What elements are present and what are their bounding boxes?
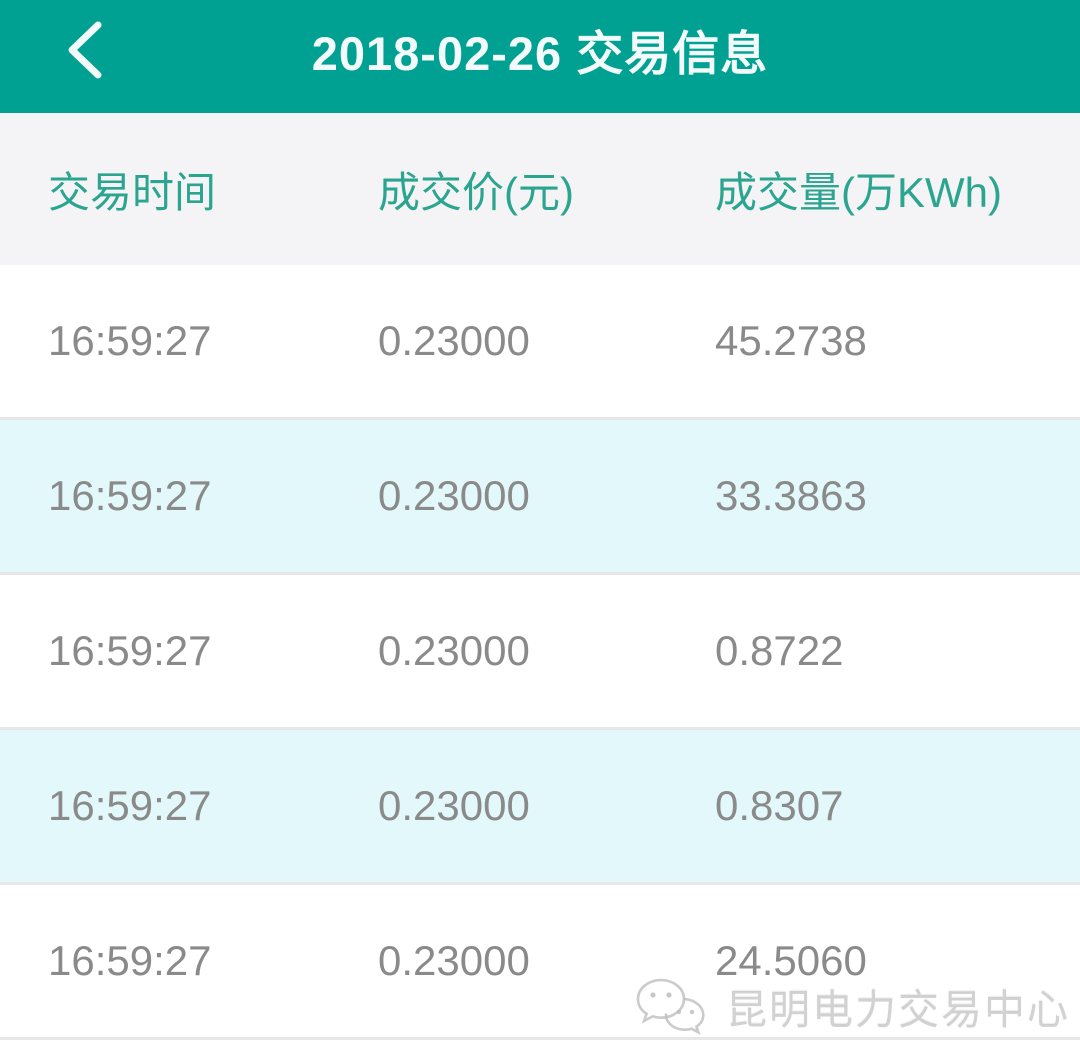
cell-volume: 33.3863: [715, 472, 867, 519]
table-header-row: 交易时间 成交价(元) 成交量(万KWh): [0, 113, 1080, 265]
cell-time: 16:59:27: [48, 317, 212, 364]
cell-volume: 0.8722: [715, 627, 844, 674]
cell-price: 0.23000: [378, 937, 530, 984]
table-row: 16:59:27 0.23000 33.3863: [0, 420, 1080, 575]
page-title: 2018-02-26 交易信息: [311, 27, 769, 80]
cell-volume: 45.2738: [715, 317, 867, 364]
table-row: 16:59:27 0.23000 24.5060: [0, 885, 1080, 1040]
table-row: 16:59:27 0.23000 45.2738: [0, 265, 1080, 420]
chevron-left-icon: [68, 21, 102, 78]
cell-price: 0.23000: [378, 317, 530, 364]
cell-volume: 0.8307: [715, 782, 844, 829]
cell-price: 0.23000: [378, 627, 530, 674]
table-row: 16:59:27 0.23000 0.8307: [0, 730, 1080, 885]
column-header-volume: 成交量(万KWh): [715, 168, 1002, 216]
cell-volume: 24.5060: [715, 937, 867, 984]
back-button[interactable]: [40, 0, 130, 113]
column-header-time: 交易时间: [48, 168, 217, 216]
cell-time: 16:59:27: [48, 627, 212, 674]
table-row: 16:59:27 0.23000 0.8722: [0, 575, 1080, 730]
cell-time: 16:59:27: [48, 472, 212, 519]
cell-time: 16:59:27: [48, 937, 212, 984]
cell-time: 16:59:27: [48, 782, 212, 829]
table-body[interactable]: 16:59:27 0.23000 45.2738 16:59:27 0.2300…: [0, 265, 1080, 1040]
cell-price: 0.23000: [378, 782, 530, 829]
app-bar: 2018-02-26 交易信息: [0, 0, 1080, 113]
column-header-price: 成交价(元): [378, 168, 574, 216]
cell-price: 0.23000: [378, 472, 530, 519]
